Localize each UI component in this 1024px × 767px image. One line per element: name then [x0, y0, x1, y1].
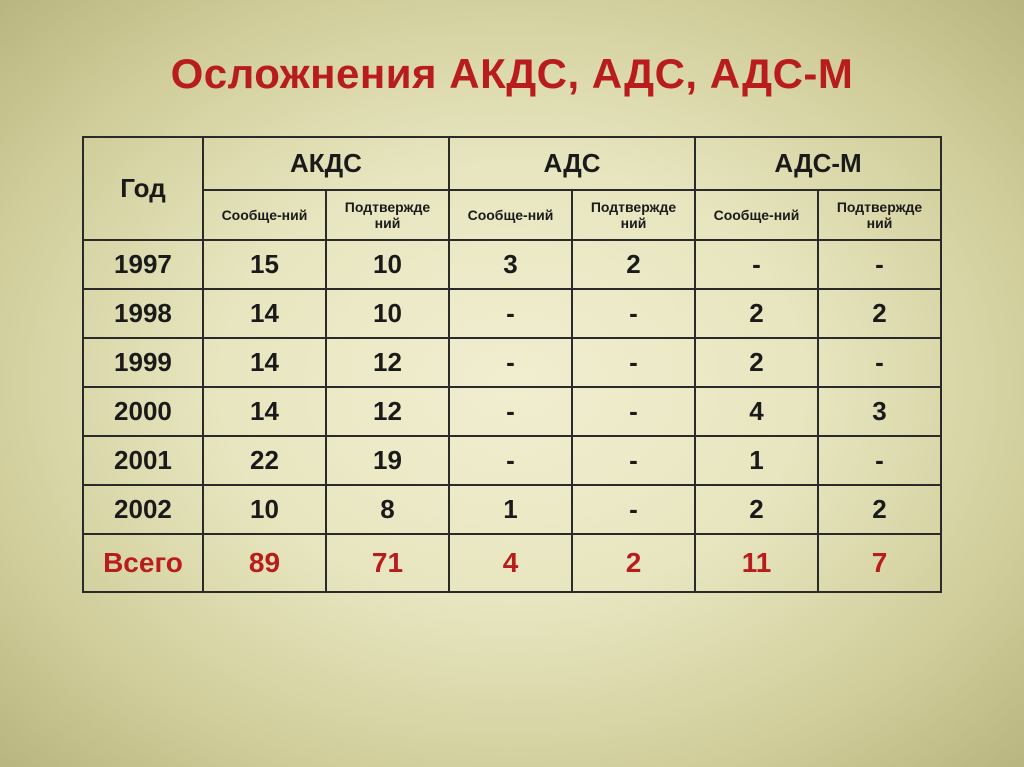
- value-cell: -: [818, 240, 941, 289]
- value-cell: -: [449, 338, 572, 387]
- value-cell: -: [572, 338, 695, 387]
- value-cell: -: [572, 436, 695, 485]
- value-cell: -: [449, 289, 572, 338]
- year-header: Год: [83, 137, 203, 240]
- group-header-akds: АКДС: [203, 137, 449, 190]
- value-cell: 10: [326, 289, 449, 338]
- subheader: Подтвержде ний: [572, 190, 695, 240]
- value-cell: 10: [326, 240, 449, 289]
- table-row: 1999 14 12 - - 2 -: [83, 338, 941, 387]
- table-header-groups: Год АКДС АДС АДС-М: [83, 137, 941, 190]
- table-body: 1997 15 10 3 2 - - 1998 14 10 - - 2 2 19…: [83, 240, 941, 592]
- value-cell: 8: [326, 485, 449, 534]
- totals-cell: 2: [572, 534, 695, 592]
- value-cell: 3: [449, 240, 572, 289]
- value-cell: -: [572, 289, 695, 338]
- table-row: 2001 22 19 - - 1 -: [83, 436, 941, 485]
- value-cell: 1: [449, 485, 572, 534]
- table-row: 2000 14 12 - - 4 3: [83, 387, 941, 436]
- year-cell: 1998: [83, 289, 203, 338]
- totals-cell: 4: [449, 534, 572, 592]
- value-cell: 15: [203, 240, 326, 289]
- value-cell: 1: [695, 436, 818, 485]
- value-cell: 14: [203, 289, 326, 338]
- table-row: 2002 10 8 1 - 2 2: [83, 485, 941, 534]
- value-cell: 14: [203, 387, 326, 436]
- subheader: Подтвержде ний: [818, 190, 941, 240]
- value-cell: 2: [818, 485, 941, 534]
- value-cell: 2: [695, 485, 818, 534]
- group-header-adsm: АДС-М: [695, 137, 941, 190]
- totals-label: Всего: [83, 534, 203, 592]
- subheader: Сообще-ний: [449, 190, 572, 240]
- subheader: Сообще-ний: [695, 190, 818, 240]
- slide: Осложнения АКДС, АДС, АДС-М Год АКДС АДС…: [0, 0, 1024, 767]
- value-cell: 12: [326, 338, 449, 387]
- value-cell: 19: [326, 436, 449, 485]
- value-cell: 2: [695, 338, 818, 387]
- value-cell: -: [572, 387, 695, 436]
- value-cell: 14: [203, 338, 326, 387]
- value-cell: 4: [695, 387, 818, 436]
- subheader: Подтвержде ний: [326, 190, 449, 240]
- value-cell: -: [818, 338, 941, 387]
- year-cell: 1999: [83, 338, 203, 387]
- totals-cell: 89: [203, 534, 326, 592]
- value-cell: -: [695, 240, 818, 289]
- value-cell: -: [818, 436, 941, 485]
- slide-title: Осложнения АКДС, АДС, АДС-М: [171, 50, 854, 98]
- year-cell: 2002: [83, 485, 203, 534]
- value-cell: 10: [203, 485, 326, 534]
- table-header-sub: Сообще-ний Подтвержде ний Сообще-ний Под…: [83, 190, 941, 240]
- totals-cell: 11: [695, 534, 818, 592]
- table-row: 1997 15 10 3 2 - -: [83, 240, 941, 289]
- value-cell: -: [449, 387, 572, 436]
- value-cell: -: [572, 485, 695, 534]
- table-row: 1998 14 10 - - 2 2: [83, 289, 941, 338]
- subheader: Сообще-ний: [203, 190, 326, 240]
- value-cell: 3: [818, 387, 941, 436]
- group-header-ads: АДС: [449, 137, 695, 190]
- value-cell: 22: [203, 436, 326, 485]
- totals-cell: 7: [818, 534, 941, 592]
- value-cell: -: [449, 436, 572, 485]
- year-cell: 1997: [83, 240, 203, 289]
- totals-cell: 71: [326, 534, 449, 592]
- table-totals-row: Всего 89 71 4 2 11 7: [83, 534, 941, 592]
- year-cell: 2000: [83, 387, 203, 436]
- value-cell: 2: [695, 289, 818, 338]
- value-cell: 2: [818, 289, 941, 338]
- value-cell: 2: [572, 240, 695, 289]
- year-cell: 2001: [83, 436, 203, 485]
- complications-table: Год АКДС АДС АДС-М Сообще-ний Подтвержде…: [82, 136, 942, 593]
- value-cell: 12: [326, 387, 449, 436]
